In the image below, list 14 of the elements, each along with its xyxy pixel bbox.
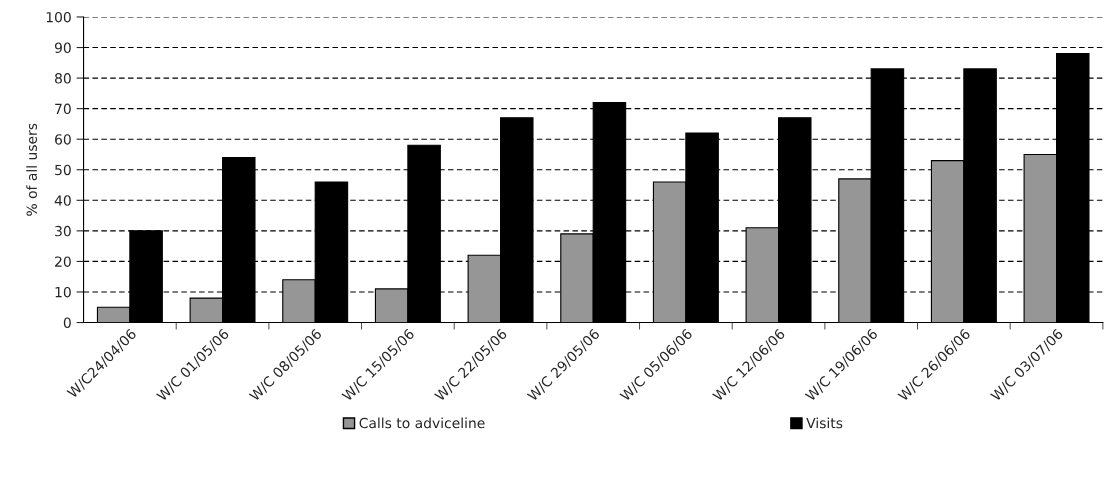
legend-label: Calls to adviceline — [359, 417, 485, 429]
y-tick-label: 100 — [46, 11, 71, 23]
legend-label: Visits — [806, 417, 843, 429]
y-tick-label: 40 — [54, 195, 71, 206]
y-tick-label: 60 — [55, 134, 71, 145]
y-tick-label: 80 — [55, 73, 71, 84]
y-tick-label: 50 — [55, 164, 71, 176]
y-tick-label: 10 — [55, 286, 71, 298]
y-tick-label: 90 — [54, 42, 71, 53]
y-tick-label: 30 — [55, 225, 71, 237]
y-tick-label: 70 — [55, 103, 71, 115]
y-tick-label: 20 — [55, 256, 71, 267]
y-axis-title: % of all users — [26, 123, 37, 216]
y-tick-label: 0 — [63, 317, 71, 328]
